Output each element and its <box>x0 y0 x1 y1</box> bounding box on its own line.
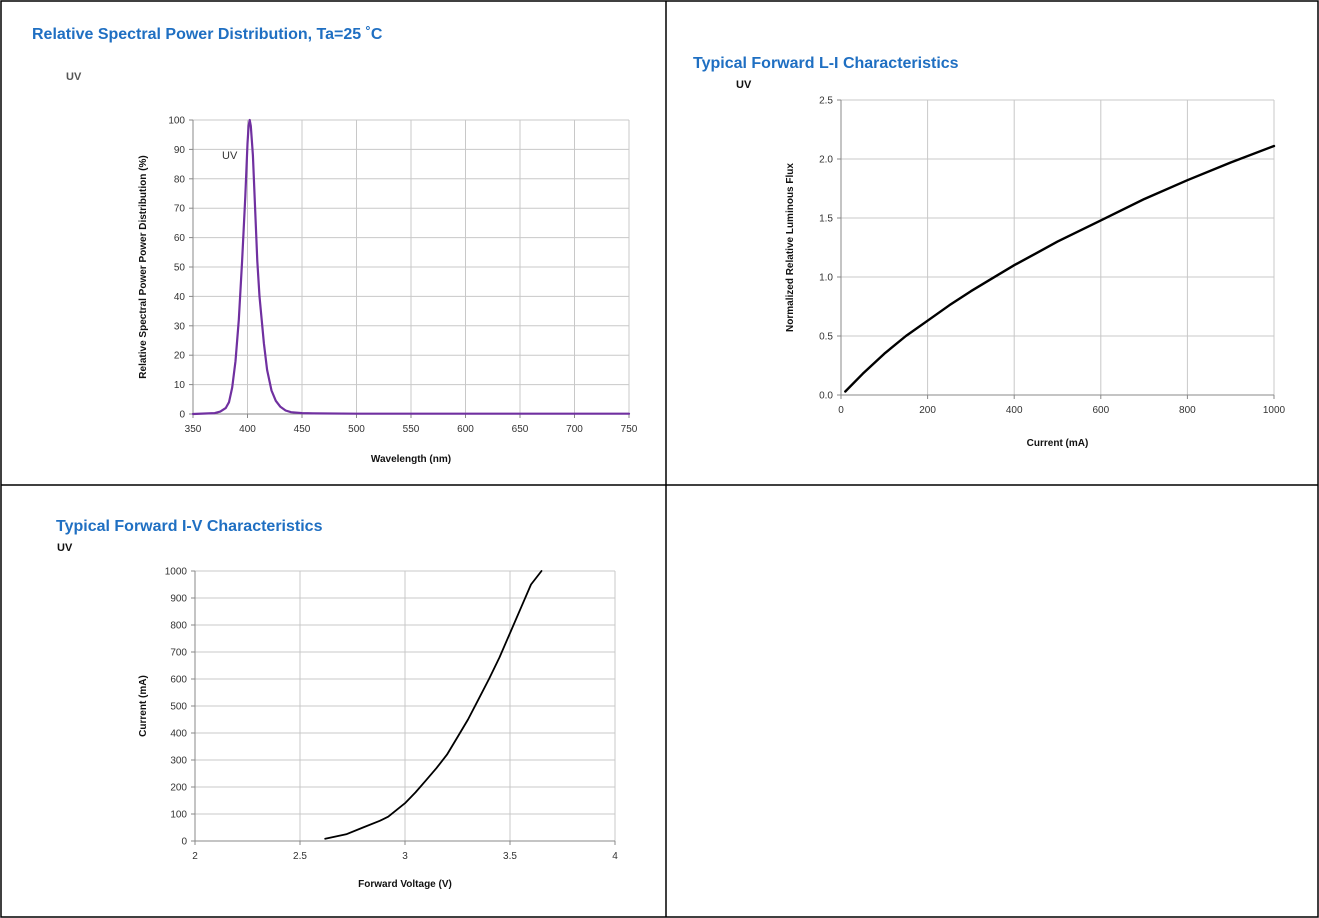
y-tick-label: 60 <box>174 233 186 244</box>
x-tick-label: 1000 <box>1263 405 1286 416</box>
y-tick-label: 40 <box>174 292 186 303</box>
series-line <box>324 570 543 840</box>
y-tick-label: 0.0 <box>819 391 833 402</box>
y-tick-label: 400 <box>170 729 187 740</box>
iv-chart-subtitle: UV <box>57 542 73 554</box>
x-tick-label: 800 <box>1179 405 1196 416</box>
x-tick-label: 2 <box>192 851 198 862</box>
x-tick-label: 450 <box>294 424 311 435</box>
x-axis-title: Wavelength (nm) <box>371 454 451 465</box>
li-characteristics-chart: 0.0 0.5 1.0 1.5 2.0 2.5 0 200 400 600 800 1000 Curre… <box>785 96 1286 450</box>
x-axis-title: Forward Voltage (V) <box>358 879 452 890</box>
y-tick-label: 600 <box>170 675 187 686</box>
x-tick-label: 550 <box>403 424 420 435</box>
x-tick-label: 3.5 <box>503 851 517 862</box>
x-tick-label: 650 <box>512 424 529 435</box>
x-tick-label: 400 <box>1006 405 1023 416</box>
series-line <box>844 144 1276 393</box>
y-tick-label: 20 <box>174 351 186 362</box>
x-tick-label: 3 <box>402 851 408 862</box>
y-tick-label: 100 <box>168 116 185 127</box>
y-tick-label: 10 <box>174 380 186 391</box>
spectral-power-chart: 0 10 20 30 40 50 60 70 80 90 100 350 400 450 500 550 600… <box>138 116 638 466</box>
y-axis-title: Current (mA) <box>138 675 149 737</box>
y-tick-label: 90 <box>174 145 186 156</box>
spectral-chart-subtitle: UV <box>66 71 82 83</box>
li-chart-subtitle: UV <box>736 79 752 91</box>
y-tick-label: 0.5 <box>819 332 833 343</box>
y-tick-label: 300 <box>170 756 187 767</box>
y-axis-title: Relative Spectral Power Power Distributi… <box>138 155 149 378</box>
series-annotation: UV <box>222 150 238 162</box>
y-tick-label: 500 <box>170 702 187 713</box>
x-tick-label: 400 <box>239 424 256 435</box>
x-tick-label: 600 <box>457 424 474 435</box>
y-tick-label: 0 <box>181 837 187 848</box>
y-tick-label: 900 <box>170 594 187 605</box>
x-tick-label: 350 <box>185 424 202 435</box>
y-tick-label: 2.5 <box>819 96 833 107</box>
y-tick-label: 800 <box>170 621 187 632</box>
y-tick-label: 80 <box>174 174 186 185</box>
x-axis-title: Current (mA) <box>1027 438 1089 449</box>
y-tick-label: 1000 <box>165 567 188 578</box>
spectral-chart-title: Relative Spectral Power Distribution, Ta… <box>32 26 383 43</box>
y-tick-label: 70 <box>174 204 186 215</box>
x-tick-label: 0 <box>838 405 844 416</box>
x-tick-label: 4 <box>612 851 618 862</box>
iv-characteristics-chart: 0 100 200 300 400 500 600 700 800 900 1000 2 2.5 3 3.5… <box>138 567 618 891</box>
y-tick-label: 30 <box>174 321 186 332</box>
x-tick-label: 500 <box>348 424 365 435</box>
y-tick-label: 1.5 <box>819 214 833 225</box>
y-axis-title: Normalized Relative Luminous Flux <box>785 163 796 332</box>
y-tick-label: 1.0 <box>819 273 833 284</box>
x-tick-label: 600 <box>1092 405 1109 416</box>
y-tick-label: 100 <box>170 810 187 821</box>
li-chart-title: Typical Forward L-I Characteristics <box>693 55 959 72</box>
y-tick-label: 200 <box>170 783 187 794</box>
x-tick-label: 200 <box>919 405 936 416</box>
x-tick-label: 2.5 <box>293 851 307 862</box>
y-tick-label: 50 <box>174 263 186 274</box>
y-tick-label: 2.0 <box>819 155 833 166</box>
y-tick-label: 0 <box>179 410 185 421</box>
iv-chart-title: Typical Forward I-V Characteristics <box>56 518 323 535</box>
x-tick-label: 700 <box>566 424 583 435</box>
series-line <box>191 118 631 416</box>
y-tick-label: 700 <box>170 648 187 659</box>
x-tick-label: 750 <box>621 424 638 435</box>
